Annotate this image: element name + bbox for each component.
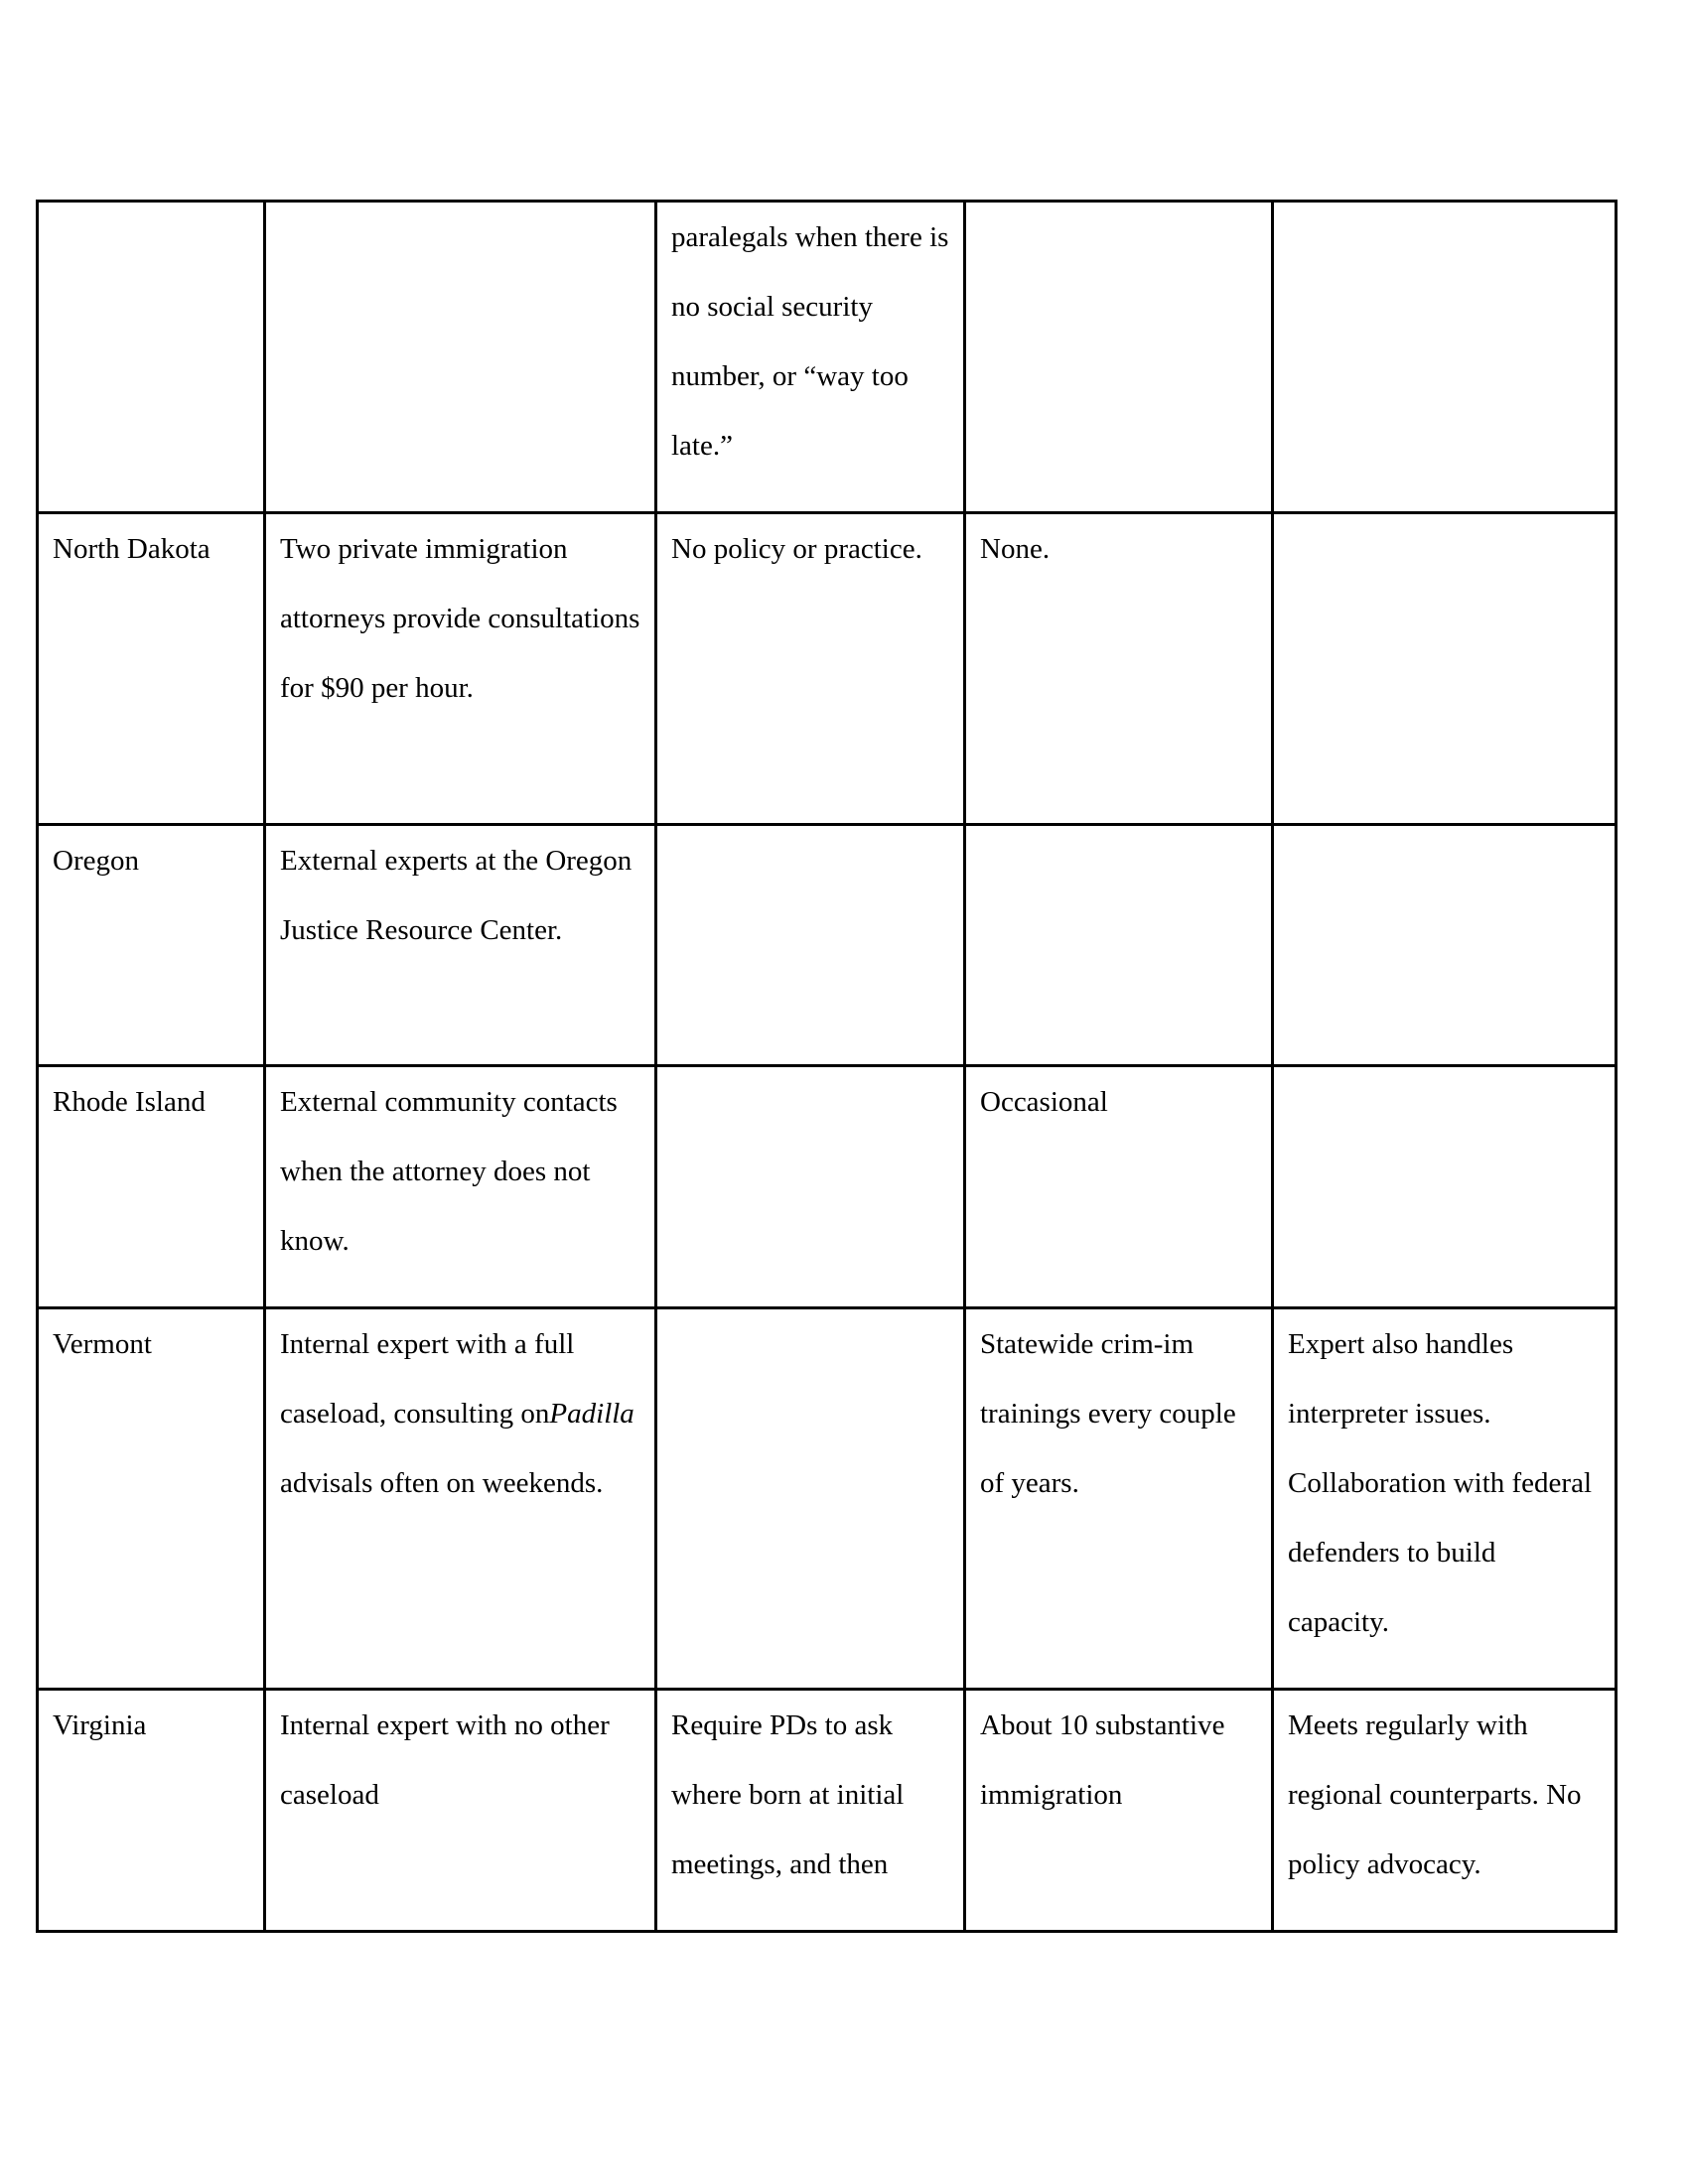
expertise-cell: Two private immigration attorneys provid… (263, 511, 657, 826)
table-row: Virginia Internal expert with no other c… (36, 1688, 1618, 1933)
expertise-cell: Internal expert with a full caseload, co… (263, 1306, 657, 1691)
screening-cell: paralegals when there is no social secur… (654, 200, 966, 514)
state-cell (36, 200, 266, 514)
expertise-cell: External experts at the Oregon Justice R… (263, 823, 657, 1067)
expertise-text-cont: advisals often on weekends. (280, 1467, 604, 1499)
table-row: Vermont Internal expert with a full case… (36, 1306, 1618, 1691)
screening-cell (654, 823, 966, 1067)
training-cell (963, 200, 1274, 514)
expertise-cell (263, 200, 657, 514)
training-cell (963, 823, 1274, 1067)
training-cell: Statewide crim-im trainings every couple… (963, 1306, 1274, 1691)
state-cell: Virginia (36, 1688, 266, 1933)
expertise-cell: Internal expert with no other caseload (263, 1688, 657, 1933)
expertise-cell: External community contacts when the att… (263, 1064, 657, 1309)
expertise-text: Internal expert with a full caseload, co… (280, 1328, 575, 1430)
case-name-italic: Padilla (549, 1398, 634, 1430)
other-cell (1271, 511, 1618, 826)
screening-cell: Require PDs to ask where born at initial… (654, 1688, 966, 1933)
other-cell (1271, 200, 1618, 514)
other-cell: Meets regularly with regional counterpar… (1271, 1688, 1618, 1933)
table-row: Rhode Island External community contacts… (36, 1064, 1618, 1309)
state-practices-table: paralegals when there is no social secur… (36, 200, 1618, 1933)
other-cell: Expert also handles interpreter issues. … (1271, 1306, 1618, 1691)
other-cell (1271, 1064, 1618, 1309)
state-cell: Vermont (36, 1306, 266, 1691)
training-cell: About 10 substantive immigration (963, 1688, 1274, 1933)
screening-cell (654, 1306, 966, 1691)
screening-cell (654, 1064, 966, 1309)
screening-cell: No policy or practice. (654, 511, 966, 826)
training-cell: None. (963, 511, 1274, 826)
state-cell: North Dakota (36, 511, 266, 826)
table-row: Oregon External experts at the Oregon Ju… (36, 823, 1618, 1067)
other-cell (1271, 823, 1618, 1067)
table-row: paralegals when there is no social secur… (36, 200, 1618, 514)
training-cell: Occasional (963, 1064, 1274, 1309)
state-cell: Oregon (36, 823, 266, 1067)
state-cell: Rhode Island (36, 1064, 266, 1309)
table-row: North Dakota Two private immigration att… (36, 511, 1618, 826)
